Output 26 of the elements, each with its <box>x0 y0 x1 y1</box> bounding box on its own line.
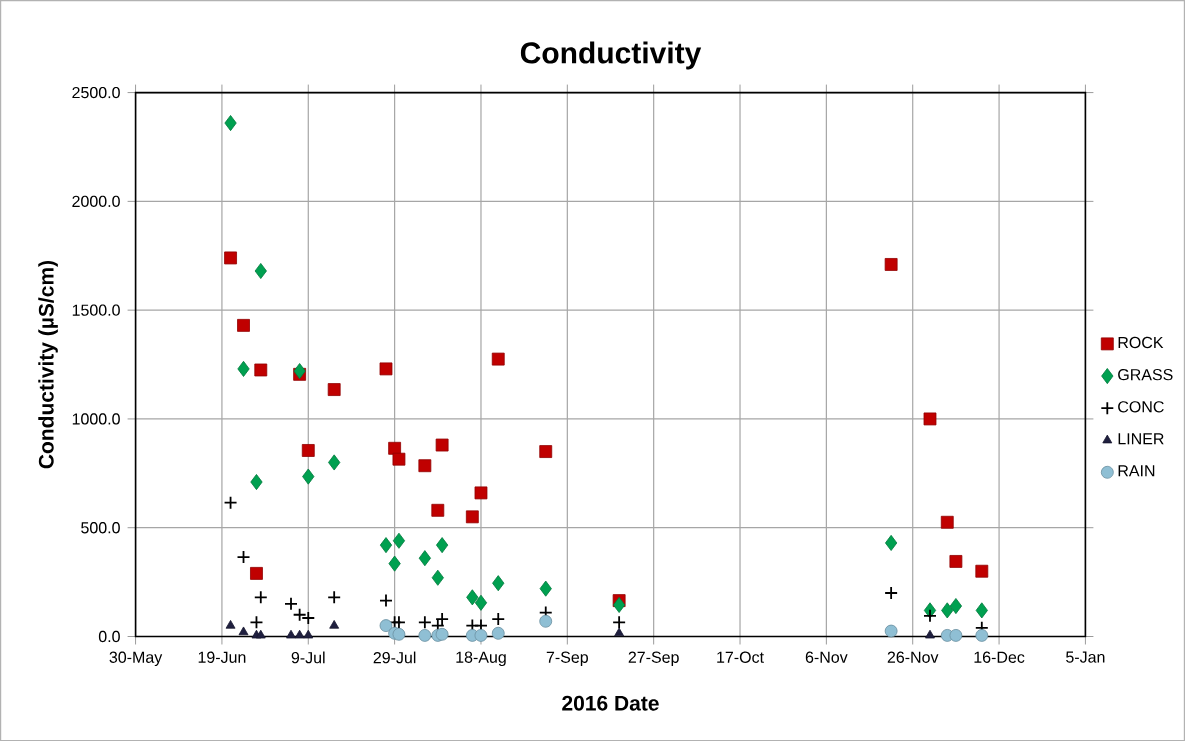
y-tick-label: 2000.0 <box>72 195 120 207</box>
x-tick-label: 6-Nov <box>805 651 848 663</box>
y-tick-label: 0.0 <box>98 630 120 643</box>
x-tick-label: 29-Jul <box>373 651 416 664</box>
legend-label: LINER <box>1118 433 1164 445</box>
x-tick-label: 9-Jul <box>291 651 325 664</box>
legend-label: CONC <box>1118 401 1164 413</box>
x-tick-label: 30-May <box>109 651 163 667</box>
x-tick-label: 5-Jan <box>1066 651 1105 663</box>
legend-label: GRASS <box>1118 368 1173 381</box>
x-tick-label: 26-Nov <box>887 651 939 663</box>
y-tick-label: 2500.0 <box>72 86 120 99</box>
x-tick-label: 19-Jun <box>198 651 246 663</box>
legend-label: RAIN <box>1118 465 1155 477</box>
x-tick-label: 27-Sep <box>628 651 679 667</box>
x-tick-label: 16-Dec <box>974 651 1025 663</box>
y-tick-label: 500.0 <box>81 522 120 534</box>
x-tick-label: 7-Sep <box>546 651 588 667</box>
x-axis-title: 2016 Date <box>562 695 659 711</box>
x-tick-label: 17-Oct <box>717 651 764 663</box>
chart-title: Conductivity <box>520 41 702 70</box>
x-tick-label: 18-Aug <box>456 651 506 667</box>
y-axis-title: Conductivity (µS/cm) <box>38 260 58 469</box>
y-tick-label: 1000.0 <box>72 413 120 425</box>
y-tick-label: 1500.0 <box>72 304 120 316</box>
legend-label: ROCK <box>1118 336 1164 349</box>
